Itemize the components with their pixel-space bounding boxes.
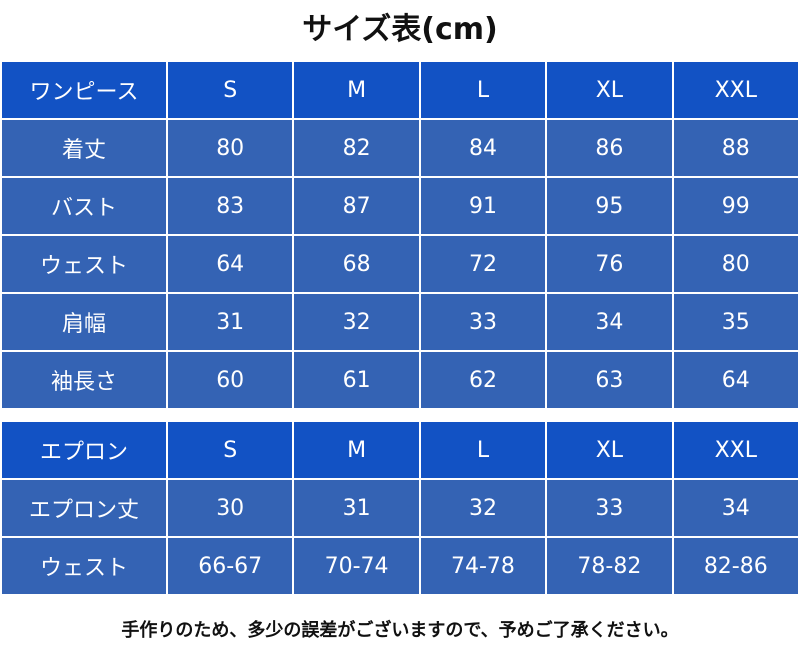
table-cell: 84	[420, 120, 546, 176]
row-label: エプロン丈	[2, 480, 166, 536]
table-cell: 82-86	[673, 538, 798, 594]
table-cell: 62	[420, 352, 546, 408]
table-cell: 72	[420, 236, 546, 292]
disclaimer-note: 手作りのため、多少の誤差がございますので、予めご了承ください。	[121, 620, 679, 641]
table-row: 着丈 80 82 84 86 88	[2, 120, 798, 176]
page-title: サイズ表(cm)	[302, 12, 498, 47]
header-cell-size: S	[168, 62, 293, 118]
header-cell-size: M	[294, 422, 419, 478]
header-cell-size: XXL	[673, 422, 798, 478]
table-cell: 74-78	[420, 538, 546, 594]
table-cell: 32	[294, 294, 419, 350]
table-cell: 91	[420, 178, 546, 234]
table-cell: 95	[547, 178, 672, 234]
table-row: ウェスト 66-67 70-74 74-78 78-82 82-86	[2, 538, 798, 594]
header-cell-size: S	[168, 422, 293, 478]
table-cell: 80	[168, 120, 293, 176]
table-header-row: ワンピース S M L XL XXL	[2, 62, 798, 118]
table-cell: 70-74	[294, 538, 419, 594]
table-cell: 80	[673, 236, 798, 292]
table-cell: 61	[294, 352, 419, 408]
header-cell-size: XXL	[673, 62, 798, 118]
table-row: エプロン丈 30 31 32 33 34	[2, 480, 798, 536]
table-cell: 64	[168, 236, 293, 292]
row-label: 着丈	[2, 120, 166, 176]
table-row: ウェスト 64 68 72 76 80	[2, 236, 798, 292]
header-cell-size: XL	[547, 422, 672, 478]
table-cell: 87	[294, 178, 419, 234]
table-cell: 34	[673, 480, 798, 536]
table-cell: 82	[294, 120, 419, 176]
table-cell: 35	[673, 294, 798, 350]
header-cell-size: XL	[547, 62, 672, 118]
table-cell: 76	[547, 236, 672, 292]
header-cell-size: L	[420, 422, 546, 478]
row-label: 肩幅	[2, 294, 166, 350]
row-label: ウェスト	[2, 538, 166, 594]
header-cell-category: ワンピース	[2, 62, 166, 118]
table-cell: 68	[294, 236, 419, 292]
dress-size-table: ワンピース S M L XL XXL 着丈 80 82 84 86 88 バスト…	[0, 60, 800, 410]
table-cell: 66-67	[168, 538, 293, 594]
table-cell: 34	[547, 294, 672, 350]
table-cell: 64	[673, 352, 798, 408]
table-cell: 60	[168, 352, 293, 408]
row-label: 袖長さ	[2, 352, 166, 408]
header-cell-size: L	[420, 62, 546, 118]
row-label: バスト	[2, 178, 166, 234]
table-cell: 32	[420, 480, 546, 536]
table-row: 袖長さ 60 61 62 63 64	[2, 352, 798, 408]
table-cell: 31	[168, 294, 293, 350]
table-header-row: エプロン S M L XL XXL	[2, 422, 798, 478]
table-cell: 78-82	[547, 538, 672, 594]
table-cell: 33	[547, 480, 672, 536]
header-cell-category: エプロン	[2, 422, 166, 478]
apron-size-table: エプロン S M L XL XXL エプロン丈 30 31 32 33 34 ウ…	[0, 420, 800, 596]
table-cell: 30	[168, 480, 293, 536]
row-label: ウェスト	[2, 236, 166, 292]
table-cell: 86	[547, 120, 672, 176]
table-cell: 63	[547, 352, 672, 408]
table-cell: 31	[294, 480, 419, 536]
table-row: バスト 83 87 91 95 99	[2, 178, 798, 234]
table-cell: 99	[673, 178, 798, 234]
table-cell: 83	[168, 178, 293, 234]
table-cell: 33	[420, 294, 546, 350]
header-cell-size: M	[294, 62, 419, 118]
table-cell: 88	[673, 120, 798, 176]
table-row: 肩幅 31 32 33 34 35	[2, 294, 798, 350]
